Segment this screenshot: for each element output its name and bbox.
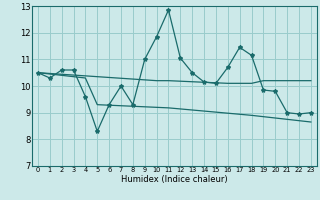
X-axis label: Humidex (Indice chaleur): Humidex (Indice chaleur) (121, 175, 228, 184)
